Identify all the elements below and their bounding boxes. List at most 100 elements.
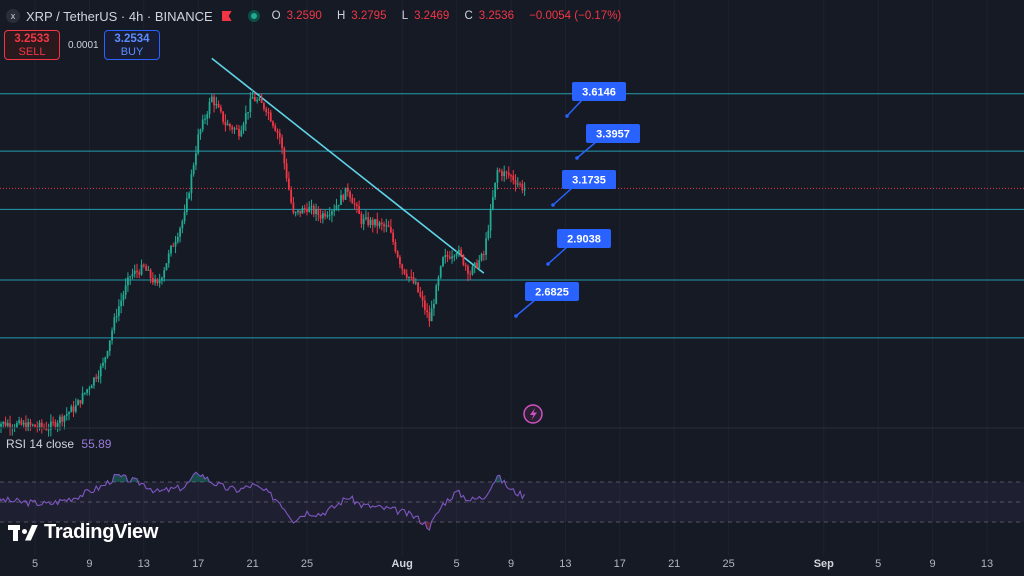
candle-body — [367, 217, 370, 225]
candle-body — [446, 255, 449, 257]
candle-body — [467, 266, 469, 274]
candle-body — [380, 222, 383, 225]
candle-body — [301, 208, 304, 214]
candle-body — [70, 406, 73, 413]
x-tick-label: 9 — [929, 558, 936, 570]
candle-body — [471, 266, 474, 275]
candle-body — [482, 253, 485, 255]
candle-body — [111, 330, 113, 341]
x-tick-label: 9 — [507, 558, 515, 570]
candle-body — [219, 107, 222, 112]
candle-body — [457, 249, 460, 254]
candle-body — [6, 423, 9, 426]
candle-body — [197, 134, 200, 154]
x-tick-label: 25 — [722, 558, 735, 570]
candle-body — [487, 230, 490, 239]
candle-body — [235, 128, 238, 130]
chart-header: x XRP / TetherUS · 4h · BINANCE O 3.2590 … — [6, 7, 627, 25]
candle-body — [494, 182, 497, 198]
x-tick-label: 5 — [453, 558, 460, 570]
candle-body — [496, 170, 499, 183]
price-callout[interactable]: 3.6146 — [565, 82, 626, 118]
candle-body — [512, 175, 515, 181]
candle-body — [108, 340, 111, 352]
candle-body — [97, 376, 100, 379]
candle-body — [181, 221, 184, 229]
candle-body — [365, 217, 367, 219]
candle-body — [423, 300, 426, 311]
candle-body — [183, 211, 186, 222]
candle-body — [505, 171, 508, 173]
sell-button[interactable]: 3.2533 SELL — [4, 30, 60, 60]
candle-body — [253, 96, 256, 102]
change-value: −0.0054 (−0.17%) — [529, 10, 622, 22]
candle-body — [355, 204, 358, 207]
candle-body — [451, 256, 453, 259]
candle-body — [335, 205, 338, 211]
candle-body — [231, 126, 234, 130]
candle-body — [154, 279, 157, 283]
candle-body — [215, 104, 218, 106]
candle-body — [188, 193, 191, 199]
candle-body — [263, 102, 265, 109]
candle-body — [358, 206, 361, 214]
candle-body — [519, 183, 521, 185]
candle-body — [133, 270, 136, 274]
rsi-pane — [0, 471, 1024, 532]
candle-body — [22, 422, 25, 425]
candle-body — [312, 205, 315, 215]
level-callouts[interactable]: 3.6146 3.3957 3.1735 2.9038 2.6825 — [514, 82, 640, 318]
candle-body — [426, 310, 429, 313]
sell-label: SELL — [18, 46, 46, 58]
candle-body — [462, 254, 465, 265]
candle-body — [47, 429, 50, 431]
candle-body — [90, 385, 93, 389]
candle-body — [408, 276, 410, 278]
x-tick-label: Aug — [391, 558, 413, 570]
ohlc-values: O 3.2590 H 3.2795 L 3.2469 C 3.2536 −0.0054 … — [271, 10, 622, 22]
descending-trendline[interactable] — [211, 57, 485, 274]
rsi-legend[interactable]: RSI 14 close 55.89 — [6, 437, 111, 451]
candle-body — [521, 183, 524, 191]
candle-body — [142, 264, 145, 267]
candle-body — [20, 420, 23, 425]
candle-body — [419, 292, 422, 297]
spread-value: 0.0001 — [68, 40, 99, 51]
candles — [0, 89, 526, 437]
candle-body — [439, 266, 442, 278]
x-tick-label: 13 — [980, 558, 994, 570]
price-callout[interactable]: 2.6825 — [514, 282, 579, 318]
candle-body — [54, 421, 57, 427]
candle-body — [208, 101, 211, 115]
price-callout[interactable]: 3.3957 — [575, 124, 640, 160]
candle-body — [163, 270, 166, 278]
x-tick-label: 5 — [31, 558, 39, 570]
open-value: 3.2590 — [286, 10, 322, 22]
candle-body — [346, 187, 349, 192]
price-callout[interactable]: 2.9038 — [546, 229, 611, 266]
candle-body — [138, 272, 141, 275]
symbol-title[interactable]: XRP / TetherUS · 4h · BINANCE — [26, 8, 213, 24]
candle-body — [317, 209, 320, 215]
candle-body — [120, 300, 123, 307]
time-axis[interactable]: 5 9 13 17 21 25 Aug 5 9 13 17 21 25 Sep 5 9 13 — [0, 558, 1024, 572]
lightning-icon[interactable] — [523, 404, 543, 424]
tradingview-logo[interactable]: TradingView — [8, 521, 158, 544]
candle-body — [435, 285, 438, 304]
candle-body — [156, 279, 159, 284]
candle-body — [351, 198, 354, 204]
buy-button[interactable]: 3.2534 BUY — [104, 30, 160, 60]
x-tick-label: 21 — [246, 558, 259, 570]
candle-body — [414, 282, 417, 284]
candle-body — [394, 241, 397, 252]
candle-body — [349, 191, 351, 199]
candle-body — [507, 172, 510, 176]
candle-body — [99, 366, 102, 377]
candle-body — [410, 276, 413, 278]
candle-body — [79, 400, 82, 404]
candle-body — [283, 148, 286, 164]
candle-body — [473, 262, 476, 267]
price-callout[interactable]: 3.1735 — [551, 170, 616, 207]
flag-icon[interactable] — [221, 11, 232, 21]
